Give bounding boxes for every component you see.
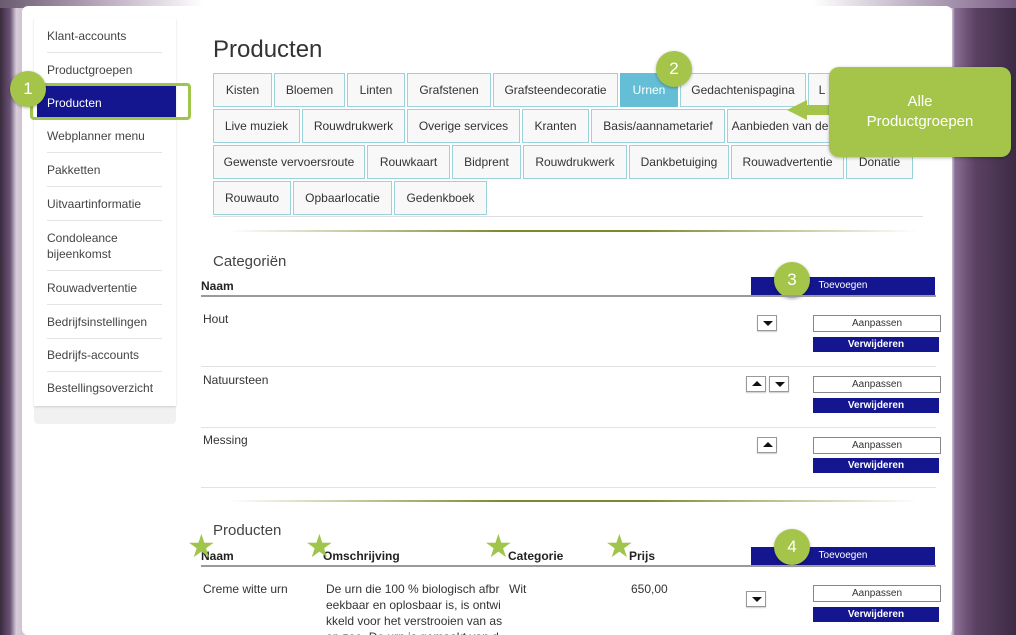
row-divider [201, 487, 936, 488]
delete-button[interactable]: Verwijderen [813, 398, 939, 413]
categories-header-line [201, 295, 936, 297]
sidebar-divider [47, 270, 162, 271]
products-title: Producten [213, 522, 282, 539]
sidebar-item-klant-accounts[interactable]: Klant-accounts [47, 29, 127, 43]
tab-rouwdrukwerk[interactable]: Rouwdrukwerk [302, 109, 405, 143]
star-icon: ★ [187, 528, 216, 564]
highlight-box-producten [30, 83, 191, 120]
tab-bidprent[interactable]: Bidprent [452, 145, 521, 179]
bubble-arrow [787, 100, 807, 120]
move-down-button[interactable] [746, 591, 766, 607]
sidebar-item-producten-label: Producten [47, 96, 102, 110]
sidebar-item-producten[interactable] [37, 86, 176, 117]
move-up-button[interactable] [757, 437, 777, 453]
tab-live-muziek[interactable]: Live muziek [213, 109, 300, 143]
category-name: Messing [203, 433, 248, 447]
products-col-description: Omschrijving [323, 549, 400, 563]
tab-kisten[interactable]: Kisten [213, 73, 272, 107]
sidebar-item-uitvaartinformatie[interactable]: Uitvaartinformatie [47, 197, 142, 211]
edit-button[interactable]: Aanpassen [813, 437, 941, 454]
edit-button[interactable]: Aanpassen [813, 585, 941, 602]
categories-title: Categoriën [213, 253, 287, 270]
move-down-button[interactable] [769, 376, 789, 392]
tab-grafstenen[interactable]: Grafstenen [407, 73, 491, 107]
bubble-line-2: Productgroepen [866, 113, 974, 130]
sidebar-item-bedrijfsinstellingen[interactable]: Bedrijfsinstellingen [47, 315, 148, 329]
sidebar-divider [47, 52, 162, 53]
sidebar-item-webplanner-menu[interactable]: Webplanner menu [47, 129, 145, 143]
tab-rouwauto[interactable]: Rouwauto [213, 181, 291, 215]
move-up-button[interactable] [746, 376, 766, 392]
edit-button[interactable]: Aanpassen [813, 376, 941, 393]
product-price: 650,00 [631, 582, 668, 596]
sidebar-item-rouwadvertentie[interactable]: Rouwadvertentie [47, 281, 138, 295]
arrow-up-icon [763, 442, 773, 447]
section-divider [228, 230, 918, 232]
row-divider [201, 366, 936, 367]
move-down-button[interactable] [757, 315, 777, 331]
products-header-line [201, 565, 936, 567]
products-col-price: Prijs [629, 549, 656, 563]
product-category: Wit [509, 582, 527, 596]
categories-col-name: Naam [201, 279, 234, 293]
background-top [0, 0, 1016, 8]
arrow-down-icon [752, 597, 762, 602]
tab-gedenkboek[interactable]: Gedenkboek [394, 181, 487, 215]
tab-linten[interactable]: Linten [347, 73, 405, 107]
tab-overige-services[interactable]: Overige services [407, 109, 520, 143]
tab-gedachtenispagina[interactable]: Gedachtenispagina [680, 73, 806, 107]
star-icon: ★ [605, 528, 634, 564]
page-title: Producten [213, 36, 323, 63]
tab-rouwkaart[interactable]: Rouwkaart [367, 145, 450, 179]
delete-button[interactable]: Verwijderen [813, 607, 939, 622]
sidebar-item-bestellingsoverzicht[interactable]: Bestellingsoverzicht [47, 381, 154, 395]
arrow-down-icon [775, 382, 785, 387]
annotation-bubble: Alle Productgroepen [829, 67, 1011, 157]
product-description: De urn die 100 % biologisch afbreekbaar … [326, 582, 503, 635]
bubble-line-1: Alle [907, 93, 933, 110]
category-name: Hout [203, 312, 229, 326]
sidebar-divider [47, 371, 162, 372]
sidebar [34, 18, 176, 406]
tab-grafsteendecoratie[interactable]: Grafsteendecoratie [493, 73, 618, 107]
sidebar-item-condoleance-bijeenkomst[interactable]: Condoleance bijeenkomst [47, 231, 118, 261]
edit-button[interactable]: Aanpassen [813, 315, 941, 332]
tab-dankbetuiging[interactable]: Dankbetuiging [629, 145, 729, 179]
sidebar-divider [47, 338, 162, 339]
tab-rouwadvertentie[interactable]: Rouwadvertentie [731, 145, 844, 179]
sidebar-divider [47, 220, 162, 221]
delete-button[interactable]: Verwijderen [813, 458, 939, 473]
callout-3: 3 [774, 262, 810, 298]
sidebar-item-pakketten[interactable]: Pakketten [47, 163, 101, 177]
tabs-divider [213, 216, 923, 217]
callout-4: 4 [774, 529, 810, 565]
sidebar-divider [47, 304, 162, 305]
tab-rouwdrukwerk-2[interactable]: Rouwdrukwerk [523, 145, 627, 179]
tab-gewenste-vervoersroute[interactable]: Gewenste vervoersroute [213, 145, 365, 179]
row-divider [201, 427, 936, 428]
delete-button[interactable]: Verwijderen [813, 337, 939, 352]
section-divider [228, 500, 918, 502]
sidebar-divider [47, 152, 162, 153]
sidebar-item-productgroepen[interactable]: Productgroepen [47, 63, 133, 77]
star-icon: ★ [484, 528, 513, 564]
tab-kranten[interactable]: Kranten [522, 109, 589, 143]
sidebar-divider [47, 186, 162, 187]
callout-2: 2 [656, 51, 692, 87]
arrow-down-icon [763, 321, 773, 326]
star-icon: ★ [305, 528, 334, 564]
tab-opbaarlocatie[interactable]: Opbaarlocatie [293, 181, 392, 215]
tab-bloemen[interactable]: Bloemen [274, 73, 345, 107]
bubble-arrow-stem [805, 105, 831, 115]
category-name: Natuursteen [203, 373, 269, 387]
tab-basis-aannametarief[interactable]: Basis/aannametarief [591, 109, 725, 143]
sidebar-item-bedrijfs-accounts[interactable]: Bedrijfs-accounts [47, 348, 140, 362]
callout-1: 1 [10, 71, 46, 107]
products-col-name: Naam [201, 549, 234, 563]
product-name: Creme witte urn [203, 582, 288, 596]
arrow-up-icon [752, 381, 762, 386]
products-col-category: Categorie [508, 549, 564, 563]
